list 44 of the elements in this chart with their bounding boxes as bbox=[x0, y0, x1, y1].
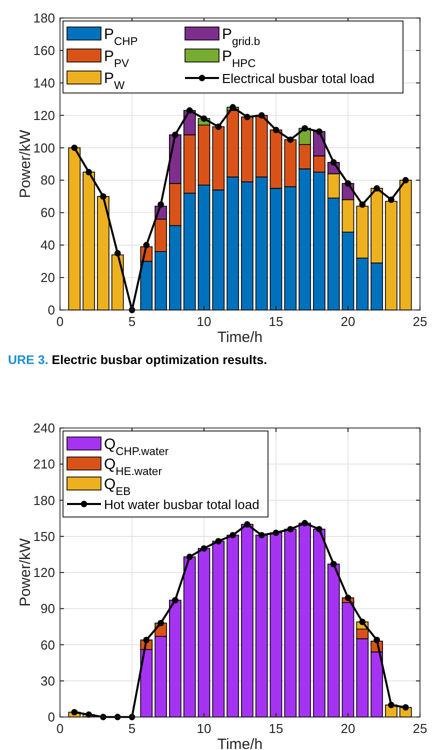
x-tick-label: 5 bbox=[128, 314, 136, 329]
y-tick-label: 210 bbox=[33, 456, 55, 472]
x-axis-title: Time/h bbox=[217, 736, 263, 750]
y-tick-label: 0 bbox=[48, 710, 55, 724]
y-tick-label: 180 bbox=[33, 492, 55, 508]
legend-label: Hot water busbar total load bbox=[104, 497, 260, 512]
y-tick-label: 240 bbox=[33, 420, 55, 436]
legend-label: P$_{HPC}$ bbox=[222, 48, 256, 70]
y-tick-label: 60 bbox=[40, 637, 55, 652]
legend-label: Q$_{EB}$ bbox=[104, 476, 131, 498]
x-tick-label: 10 bbox=[196, 314, 212, 329]
y-tick-label: 0 bbox=[48, 302, 55, 318]
legend-label: Electrical busbar total load bbox=[222, 71, 374, 86]
legend-label: P$_{grid.b}$ bbox=[222, 26, 260, 48]
y-tick-label: 100 bbox=[33, 140, 55, 156]
y-tick-label: 90 bbox=[40, 601, 55, 616]
y-tick-label: 120 bbox=[33, 108, 55, 123]
y-tick-label: 140 bbox=[33, 75, 55, 90]
legend-label: Q$_{HE.water}$ bbox=[104, 456, 162, 478]
x-tick-label: 15 bbox=[268, 721, 284, 736]
y-tick-label: 40 bbox=[40, 238, 55, 253]
legend-label: Q$_{CHP.water}$ bbox=[104, 436, 169, 458]
x-tick-label: 20 bbox=[340, 314, 356, 329]
y-tick-label: 80 bbox=[40, 172, 55, 188]
legend-label: P$_{W}$ bbox=[104, 70, 126, 92]
text: URE 3. Electric busbar optimization results. bbox=[8, 353, 268, 367]
y-tick-label: 20 bbox=[40, 270, 55, 286]
y-axis-title: Power/kW bbox=[17, 128, 34, 198]
y-tick-label: 160 bbox=[33, 42, 55, 58]
x-tick-label: 15 bbox=[268, 314, 284, 329]
y-axis-title: Power/kW bbox=[17, 537, 34, 607]
x-tick-label: 25 bbox=[412, 314, 428, 329]
y-tick-label: 180 bbox=[33, 10, 55, 26]
y-tick-label: 60 bbox=[40, 205, 55, 220]
y-tick-label: 120 bbox=[33, 565, 55, 580]
x-tick-label: 5 bbox=[128, 721, 136, 736]
x-tick-label: 20 bbox=[340, 721, 356, 736]
y-tick-label: 30 bbox=[40, 673, 55, 688]
legend-label: P$_{CHP}$ bbox=[104, 26, 138, 48]
x-tick-label: 10 bbox=[196, 721, 212, 736]
x-tick-label: 25 bbox=[412, 721, 428, 736]
y-tick-label: 150 bbox=[33, 528, 55, 544]
legend-label: P$_{PV}$ bbox=[104, 48, 130, 70]
x-axis-title: Time/h bbox=[217, 329, 263, 346]
